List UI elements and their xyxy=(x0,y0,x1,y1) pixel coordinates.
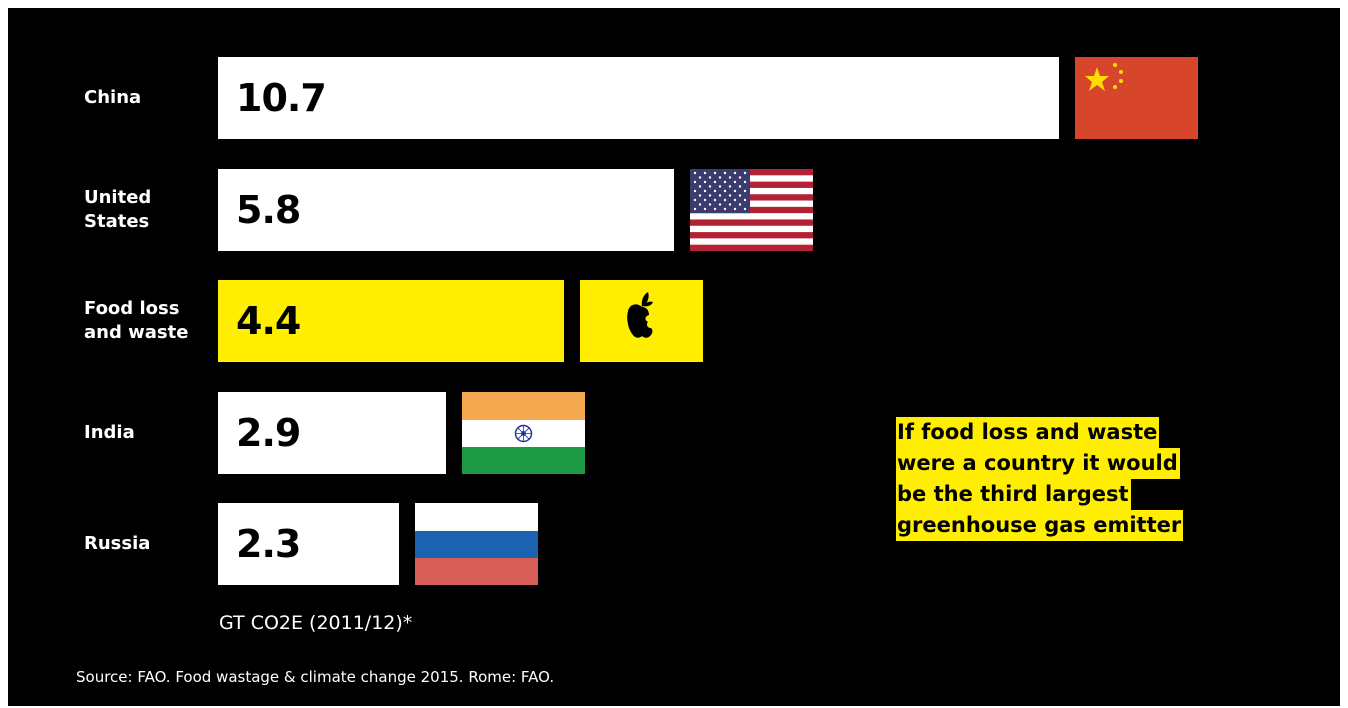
callout-line: greenhouse gas emitter xyxy=(896,510,1184,541)
category-label: Food loss and waste xyxy=(84,297,188,345)
callout-line: be the third largest xyxy=(896,479,1131,510)
unit-label: GT CO2E (2011/12)* xyxy=(219,612,413,634)
category-label-line: China xyxy=(84,87,142,108)
category-label-line: India xyxy=(84,422,135,443)
callout-line: were a country it would xyxy=(896,448,1180,479)
united-states-flag xyxy=(690,169,813,251)
bar-value-label: 2.3 xyxy=(236,522,301,566)
china-flag xyxy=(1075,57,1198,139)
bar-value-label: 2.9 xyxy=(236,411,301,455)
bar: 2.9 xyxy=(218,392,446,474)
category-label-line: United xyxy=(84,187,152,208)
bar-value-label: 5.8 xyxy=(236,188,301,232)
apple-icon xyxy=(580,280,703,362)
bar: 5.8 xyxy=(218,169,674,251)
bar: 10.7 xyxy=(218,57,1059,139)
category-label: India xyxy=(84,421,135,445)
source-note: Source: FAO. Food wastage & climate chan… xyxy=(76,668,555,686)
india-flag xyxy=(462,392,585,474)
category-label-line: and waste xyxy=(84,322,189,343)
russia-flag xyxy=(415,503,538,585)
category-label-line: Food loss xyxy=(84,298,180,319)
bar: 4.4 xyxy=(218,280,564,362)
category-label: China xyxy=(84,86,141,110)
category-label-line: Russia xyxy=(84,533,151,554)
bar-value-label: 4.4 xyxy=(236,299,301,343)
callout-line: If food loss and waste xyxy=(896,417,1160,448)
category-label-line: States xyxy=(84,211,150,232)
bar-value-label: 10.7 xyxy=(236,76,327,120)
bar: 2.3 xyxy=(218,503,399,585)
category-label: Russia xyxy=(84,532,150,556)
category-label: United States xyxy=(84,186,151,234)
callout-box: If food loss and waste were a country it… xyxy=(896,417,1226,541)
